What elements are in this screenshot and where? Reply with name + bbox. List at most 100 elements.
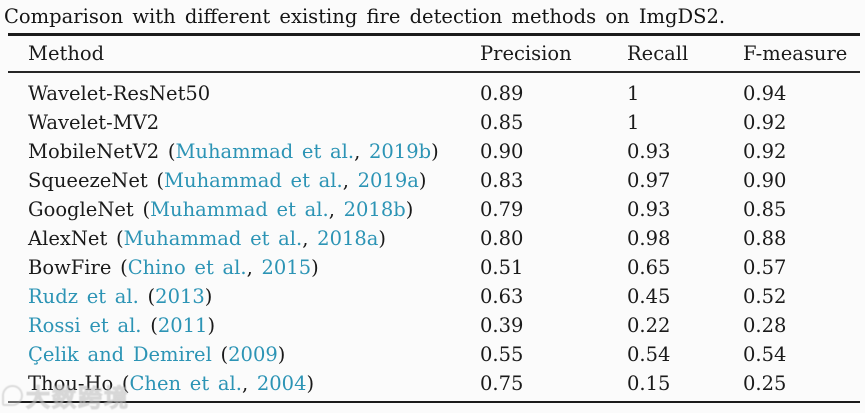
col-header-f-measure: F-measure	[735, 34, 860, 73]
method-cell: Çelik and Demirel (2009)	[8, 340, 472, 369]
citation-link[interactable]: Rossi et al.	[28, 314, 142, 337]
col-header-method: Method	[8, 34, 472, 73]
table-row: BowFire (Chino et al., 2015) 0.51 0.65 0.57	[8, 253, 860, 282]
method-text: ,	[354, 140, 369, 163]
table-row: SqueezeNet (Muhammad et al., 2019a) 0.83 0…	[8, 166, 860, 195]
method-text: GoogleNet (	[28, 198, 151, 221]
method-cell: MobileNetV2 (Muhammad et al., 2019b)	[8, 137, 472, 166]
citation-link[interactable]: Chen et al.	[129, 372, 242, 395]
table-row: MobileNetV2 (Muhammad et al., 2019b) 0.90…	[8, 137, 860, 166]
method-text: )	[277, 343, 286, 366]
method-text: )	[207, 314, 216, 337]
method-cell: AlexNet (Muhammad et al., 2018a)	[8, 224, 472, 253]
precision-cell: 0.89	[480, 82, 524, 105]
f-measure-cell: 0.90	[743, 169, 787, 192]
citation-link[interactable]: Muhammad et al.	[123, 227, 303, 250]
precision-cell: 0.63	[480, 285, 524, 308]
table-row: Wavelet-MV2 0.85 1 0.92	[8, 108, 860, 137]
method-text: )	[306, 372, 315, 395]
citation-link[interactable]: 2018b	[343, 198, 406, 221]
precision-cell: 0.85	[480, 111, 524, 134]
table-header: Method Precision Recall F-measure	[8, 34, 860, 73]
f-measure-cell: 0.57	[743, 256, 787, 279]
method-text: )	[311, 256, 319, 279]
precision-cell: 0.39	[480, 314, 524, 337]
col-header-precision: Precision	[472, 34, 619, 73]
method-text: ,	[302, 227, 318, 250]
method-text: Wavelet-ResNet50	[28, 82, 211, 105]
citation-link[interactable]: 2019a	[357, 169, 419, 192]
method-cell: GoogleNet (Muhammad et al., 2018b)	[8, 195, 472, 224]
recall-cell: 0.65	[627, 256, 671, 279]
col-header-recall: Recall	[619, 34, 735, 73]
citation-link[interactable]: Muhammad et al.	[150, 198, 329, 221]
table-row: AlexNet (Muhammad et al., 2018a) 0.80 0.98…	[8, 224, 860, 253]
method-cell: BowFire (Chino et al., 2015)	[8, 253, 472, 282]
table-row: Rossi et al. (2011) 0.39 0.22 0.28	[8, 311, 860, 340]
method-text: )	[405, 198, 414, 221]
recall-cell: 1	[627, 111, 640, 134]
citation-link[interactable]: Rudz et al.	[28, 285, 139, 308]
recall-cell: 0.54	[627, 343, 671, 366]
method-text: ,	[246, 256, 262, 279]
method-text: )	[431, 140, 439, 163]
precision-cell: 0.79	[480, 198, 524, 221]
precision-cell: 0.51	[480, 256, 524, 279]
method-text: MobileNetV2 (	[28, 140, 176, 163]
comparison-table: Method Precision Recall F-measure Wavele…	[8, 33, 860, 403]
method-text: Thou-Ho (	[28, 372, 130, 395]
citation-link[interactable]: Muhammad et al.	[175, 140, 355, 163]
recall-cell: 0.93	[627, 140, 671, 163]
table-row: Çelik and Demirel (2009) 0.55 0.54 0.54	[8, 340, 860, 369]
citation-link[interactable]: 2009	[228, 343, 278, 366]
f-measure-cell: 0.54	[743, 343, 787, 366]
method-text: ,	[241, 372, 257, 395]
f-measure-cell: 0.85	[743, 198, 787, 221]
table-row: GoogleNet (Muhammad et al., 2018b) 0.79 0.…	[8, 195, 860, 224]
precision-cell: 0.55	[480, 343, 524, 366]
method-text: ,	[342, 169, 358, 192]
precision-cell: 0.80	[480, 227, 524, 250]
citation-link[interactable]: 2013	[155, 285, 205, 308]
recall-cell: 0.45	[627, 285, 671, 308]
method-text: )	[378, 227, 387, 250]
method-text: (	[211, 343, 229, 366]
citation-link[interactable]: 2004	[256, 372, 307, 395]
method-cell: Thou-Ho (Chen et al., 2004)	[8, 369, 472, 402]
recall-cell: 0.22	[627, 314, 671, 337]
precision-cell: 0.75	[480, 372, 524, 395]
f-measure-cell: 0.88	[743, 227, 787, 250]
method-cell: SqueezeNet (Muhammad et al., 2019a)	[8, 166, 472, 195]
recall-cell: 0.93	[627, 198, 671, 221]
table-row: Thou-Ho (Chen et al., 2004) 0.75 0.15 0.25	[8, 369, 860, 402]
f-measure-cell: 0.25	[743, 372, 787, 395]
method-text: )	[418, 169, 427, 192]
f-measure-cell: 0.52	[743, 285, 787, 308]
method-text: AlexNet (	[28, 227, 124, 250]
recall-cell: 0.98	[627, 227, 671, 250]
citation-link[interactable]: 2015	[261, 256, 312, 279]
table-row: Rudz et al. (2013) 0.63 0.45 0.52	[8, 282, 860, 311]
citation-link[interactable]: 2019b	[368, 140, 432, 163]
method-text: (	[141, 314, 158, 337]
method-text: )	[204, 285, 213, 308]
citation-link[interactable]: Chino et al.	[127, 256, 247, 279]
method-text: SqueezeNet (	[28, 169, 165, 192]
method-text: (	[138, 285, 156, 308]
method-text: BowFire (	[28, 256, 128, 279]
citation-link[interactable]: 2011	[157, 314, 208, 337]
f-measure-cell: 0.28	[743, 314, 787, 337]
method-text: ,	[328, 198, 344, 221]
method-cell: Wavelet-ResNet50	[8, 72, 472, 108]
table-caption: Comparison with different existing fire …	[4, 5, 726, 28]
table-row: Wavelet-ResNet50 0.89 1 0.94	[8, 72, 860, 108]
citation-link[interactable]: Muhammad et al.	[164, 169, 343, 192]
f-measure-cell: 0.92	[743, 140, 787, 163]
citation-link[interactable]: Çelik and Demirel	[28, 343, 212, 366]
f-measure-cell: 0.92	[743, 111, 787, 134]
method-text: Wavelet-MV2	[28, 111, 160, 134]
citation-link[interactable]: 2018a	[317, 227, 379, 250]
method-cell: Wavelet-MV2	[8, 108, 472, 137]
recall-cell: 1	[627, 82, 640, 105]
